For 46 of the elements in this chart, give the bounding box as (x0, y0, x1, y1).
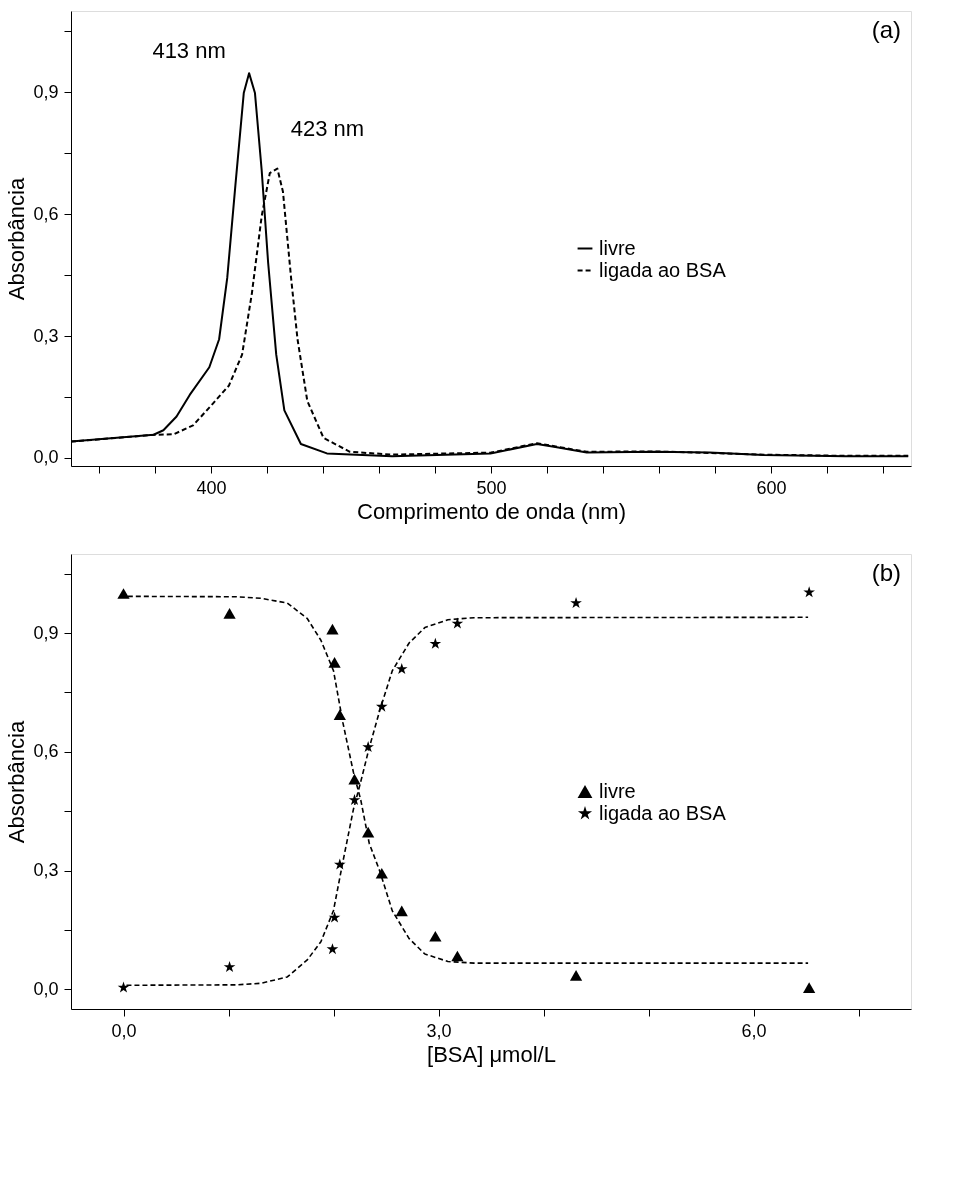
x-tick-label: 0,0 (111, 1020, 137, 1041)
y-axis-title: Absorbância (4, 720, 30, 844)
legend-label: livre (599, 236, 636, 259)
annotation: (a) (871, 16, 901, 43)
point (328, 911, 341, 923)
point (803, 982, 816, 993)
x-tick-label: 6,0 (741, 1020, 767, 1041)
x-tick-label: 500 (476, 477, 507, 498)
y-tick-label: 0,3 (33, 860, 59, 881)
point (223, 960, 236, 973)
legend-label: livre (599, 779, 636, 802)
point (326, 943, 339, 955)
y-tick-label: 0,9 (33, 81, 59, 102)
x-axis-title: Comprimento de onda (nm) (356, 498, 627, 524)
point (117, 588, 130, 599)
y-tick-label: 0,9 (33, 622, 59, 643)
point (451, 617, 464, 629)
x-tick-label: 3,0 (426, 1020, 452, 1041)
y-tick-label: 0,3 (33, 325, 59, 346)
point (117, 981, 130, 993)
point (326, 623, 339, 635)
point (569, 970, 583, 981)
x-tick-label: 600 (756, 477, 787, 498)
point (429, 637, 442, 649)
y-tick-label: 0,6 (33, 203, 59, 224)
point (375, 867, 388, 879)
point (223, 608, 236, 619)
x-tick-label: 400 (196, 477, 227, 498)
annotation: 413 nm (152, 38, 226, 64)
point (451, 950, 464, 962)
point (395, 663, 408, 675)
legend-label: ligada ao BSA (599, 258, 727, 281)
annotation: (b) (871, 559, 901, 586)
point (429, 930, 442, 942)
point (803, 586, 815, 598)
y-tick-label: 0,0 (33, 447, 59, 468)
point (570, 596, 582, 609)
point (348, 793, 361, 806)
y-axis-title: Absorbância (4, 177, 30, 301)
annotation: 423 nm (290, 115, 365, 141)
y-tick-label: 0,0 (33, 978, 59, 999)
y-tick-label: 0,6 (33, 741, 59, 762)
x-axis-title: [BSA] μmol/L (427, 1041, 556, 1067)
legend-label: ligada ao BSA (599, 801, 727, 824)
point (395, 905, 408, 917)
point (328, 657, 341, 668)
